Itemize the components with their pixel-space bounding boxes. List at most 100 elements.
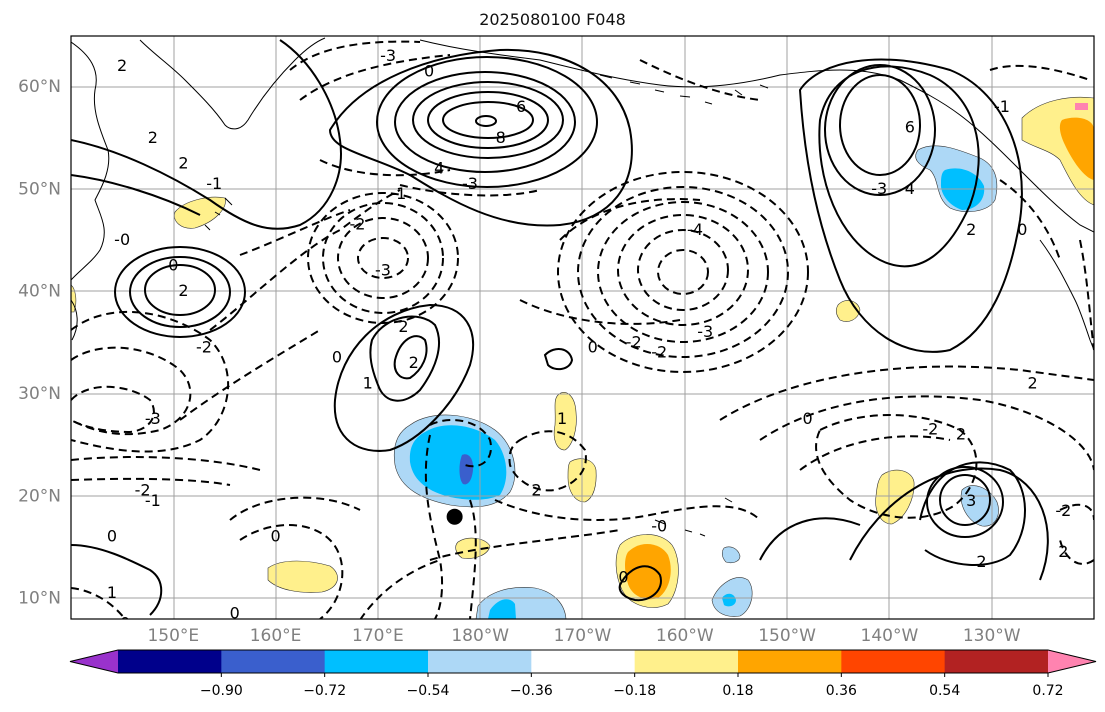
shade-orange-ne-coast (1059, 117, 1094, 180)
contour-label: 2 (966, 220, 976, 239)
latitude-tick-label: 60°N (18, 77, 61, 97)
contour-label: -0 (651, 516, 667, 535)
shade-mid-blue-small-2 (722, 593, 736, 607)
latitude-tick-label: 20°N (18, 486, 61, 506)
colorbar-segment (324, 650, 429, 673)
contour-label: -1 (145, 491, 161, 510)
shaded-regions (71, 96, 1094, 619)
contour-label: 2 (956, 424, 966, 443)
contour-label: 1 (363, 373, 373, 392)
latitude-tick-label: 10°N (18, 589, 61, 609)
shade-dark-blue-central (459, 454, 474, 485)
colorbar-tick-label: 0.54 (929, 683, 960, 699)
longitude-tick-label: 160°W (656, 626, 714, 646)
contour-label: 0 (802, 409, 812, 428)
shade-yellow-west-2 (71, 284, 77, 313)
contour-label: 2 (398, 317, 408, 336)
longitude-tick-label: 150°E (147, 626, 199, 646)
longitude-tick-label: 170°E (352, 626, 404, 646)
contour-label: 0 (1017, 220, 1027, 239)
contour-label: -2 (135, 481, 151, 500)
contour-label: -2 (196, 337, 212, 356)
colorbar-tick-label: −0.36 (510, 683, 553, 699)
shade-yellow-south-2 (267, 560, 338, 593)
contour-label: 8 (496, 128, 506, 147)
shade-mid-blue-south (488, 599, 516, 619)
contour-label: -2 (1055, 501, 1071, 520)
contour-label: -3 (462, 174, 478, 193)
contour-label: 2 (117, 56, 127, 75)
asia-coastline (71, 41, 110, 281)
japan-coastline (71, 299, 78, 341)
contour-label: 2 (178, 153, 188, 172)
longitude-tick-label: 180°W (451, 626, 509, 646)
shade-pink-ne-dot (1075, 103, 1088, 110)
colorbar-tick-label: 0.36 (826, 683, 857, 699)
kamchatka-coastline (139, 37, 326, 130)
colorbar (69, 649, 1097, 674)
longitude-tick-label: 150°W (758, 626, 816, 646)
contour-label: 0 (588, 337, 598, 356)
colorbar-segment (634, 650, 739, 673)
contour-label: 0 (332, 348, 342, 367)
colorbar-tick-label: −0.90 (200, 683, 243, 699)
colorbar-segment (428, 650, 532, 673)
contour-label: 0 (271, 527, 281, 546)
contour-label: 4 (434, 158, 444, 177)
contour-label: 2 (531, 481, 541, 500)
contour-label: -2 (922, 419, 938, 438)
contour-label: -3 (380, 46, 396, 65)
colorbar-tick-label: −0.72 (303, 683, 346, 699)
contour-label: 1 (557, 409, 567, 428)
contour-label: 0 (107, 527, 117, 546)
colorbar-tick-labels: −0.90 −0.72 −0.54 −0.36 −0.18 0.18 0.36 0.54 0.7… (200, 673, 1064, 699)
negative-contours (71, 40, 1094, 619)
contour-label: -2 (349, 215, 365, 234)
colorbar-extend-low (70, 650, 118, 673)
contour-label: -1 (994, 97, 1010, 116)
contour-label: -2 (651, 343, 667, 362)
latitude-tick-label: 30°N (18, 384, 61, 404)
contour-label: -0 (114, 614, 130, 633)
contour-label: -2 (626, 332, 642, 351)
contour-label: 2 (976, 552, 986, 571)
contour-label: -3 (871, 179, 887, 198)
colorbar-tick-label: −0.18 (613, 683, 656, 699)
shade-mid-blue-central (409, 425, 507, 500)
colorbar-segment (221, 650, 326, 673)
aleutian-islands (599, 74, 769, 105)
contour-label: -3 (145, 409, 161, 428)
contour-label: -3 (697, 322, 713, 341)
contour-label: 0 (424, 61, 434, 80)
na-west-coast (1039, 239, 1094, 351)
colorbar-tick-label: 0.18 (722, 683, 753, 699)
contour-label: 1 (107, 583, 117, 602)
hawaii-islands (654, 497, 733, 537)
contour-label: 3 (966, 491, 976, 510)
map-frame (70, 35, 1095, 620)
contour-label: 2 (1028, 373, 1038, 392)
contour-label: 0 (230, 603, 240, 622)
longitude-tick-label: 160°E (250, 626, 302, 646)
contour-label: 0 (618, 568, 628, 587)
contour-label: 6 (516, 97, 526, 116)
colorbar-segment (531, 650, 636, 673)
colorbar-outline (69, 649, 1097, 674)
contour-label: 6 (905, 118, 915, 137)
shade-light-blue-small-1 (721, 546, 741, 564)
colorbar-tick-label: −0.54 (407, 683, 450, 699)
colorbar-segment (841, 650, 946, 673)
map-title: 2025080100 F048 (479, 10, 626, 29)
shade-yellow-central-1 (553, 392, 577, 451)
contour-label: -1 (206, 174, 222, 193)
contour-label: -3 (375, 261, 391, 280)
colorbar-extend-high (1048, 650, 1096, 673)
colorbar-segment (944, 650, 1049, 673)
longitude-tick-label: 130°W (963, 626, 1021, 646)
contour-label: -0 (114, 230, 130, 249)
latitude-tick-label: 50°N (18, 179, 61, 199)
latitude-tick-label: 40°N (18, 282, 61, 302)
colorbar-segment (738, 650, 842, 673)
